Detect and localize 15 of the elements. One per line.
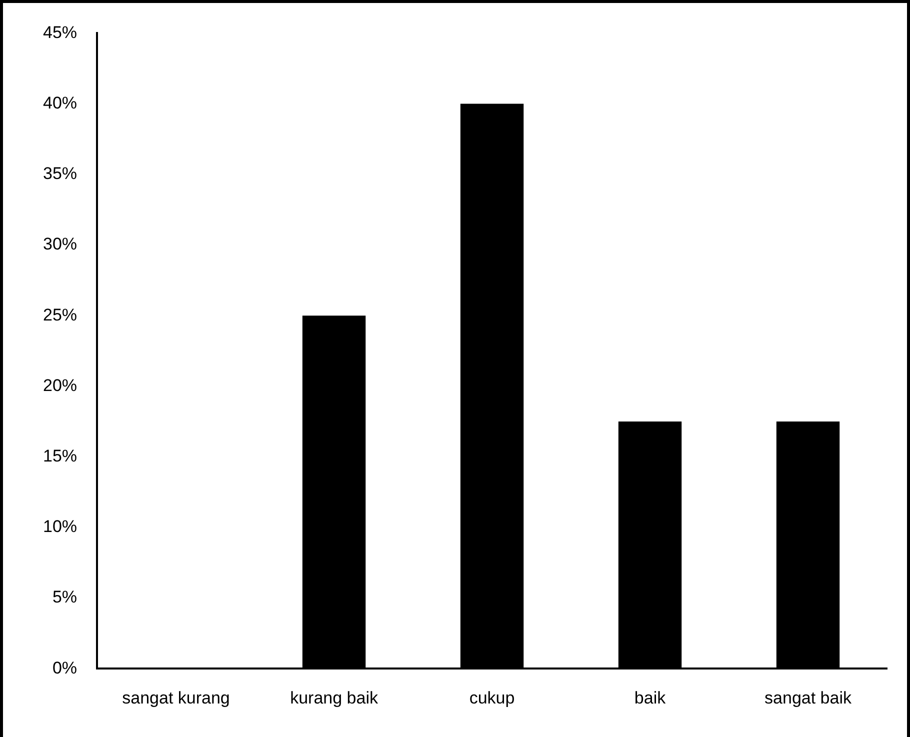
y-tick-label: 0%: [52, 658, 78, 678]
y-tick-label: 20%: [42, 376, 78, 395]
y-tick-label: 30%: [42, 234, 78, 254]
y-tick-label: 15%: [42, 446, 78, 466]
x-tick-label: sangat baik: [764, 688, 852, 708]
x-tick-label: cukup: [469, 688, 515, 708]
y-tick-label: 40%: [42, 93, 78, 112]
y-tick-label: 5%: [52, 588, 78, 607]
y-tick-label: 10%: [42, 517, 78, 536]
y-tick-label: 45%: [42, 22, 78, 42]
y-tick-label: 35%: [42, 164, 78, 184]
y-tick-label: 25%: [42, 305, 78, 324]
x-tick-label: sangat kurang: [122, 688, 230, 708]
x-tick-label: baik: [634, 688, 666, 708]
x-tick-label: kurang baik: [290, 688, 378, 708]
